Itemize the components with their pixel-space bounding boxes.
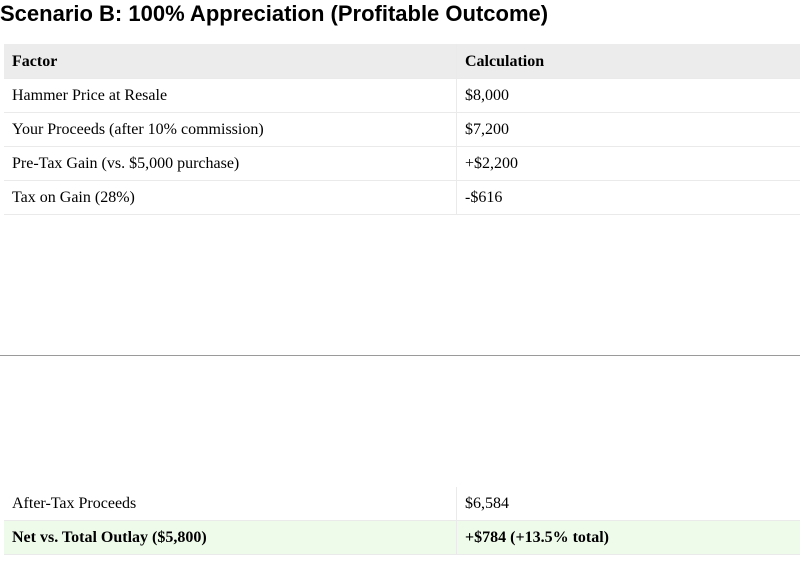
cell: $8,000 [465, 87, 509, 104]
cell: $6,584 [465, 495, 509, 512]
cell: Pre-Tax Gain (vs. $5,000 purchase) [4, 147, 457, 180]
table-row: After-Tax Proceeds $6,584 [4, 487, 800, 521]
table-row-highlight: Net vs. Total Outlay ($5,800) +$784 (+13… [4, 521, 800, 555]
page-title: Scenario B: 100% Appreciation (Profitabl… [0, 1, 549, 26]
cell: Net vs. Total Outlay ($5,800) [4, 521, 457, 554]
cell: +$784 (+13.5% total) [465, 529, 609, 546]
cell: Your Proceeds (after 10% commission) [4, 113, 457, 146]
table: After-Tax Proceeds $6,584 Net vs. Total … [4, 487, 800, 555]
table-row: Hammer Price at Resale $8,000 [4, 79, 800, 113]
cell: After-Tax Proceeds [4, 487, 457, 520]
cell: -$616 [465, 189, 503, 206]
cell: +$2,200 [465, 155, 519, 172]
table-row: Your Proceeds (after 10% commission) $7,… [4, 113, 800, 147]
table: Factor Calculation Hammer Price at Resal… [4, 44, 800, 215]
table-header: Factor Calculation [4, 44, 800, 79]
table-row: Pre-Tax Gain (vs. $5,000 purchase) +$2,2… [4, 147, 800, 181]
header-cell: Factor [4, 44, 457, 78]
cell: Tax on Gain (28%) [4, 181, 457, 214]
divider [0, 355, 800, 356]
header-cell: Calculation [465, 53, 545, 70]
cell: Hammer Price at Resale [4, 79, 457, 112]
table-row: Tax on Gain (28%) -$616 [4, 181, 800, 215]
cell: $7,200 [465, 121, 509, 138]
